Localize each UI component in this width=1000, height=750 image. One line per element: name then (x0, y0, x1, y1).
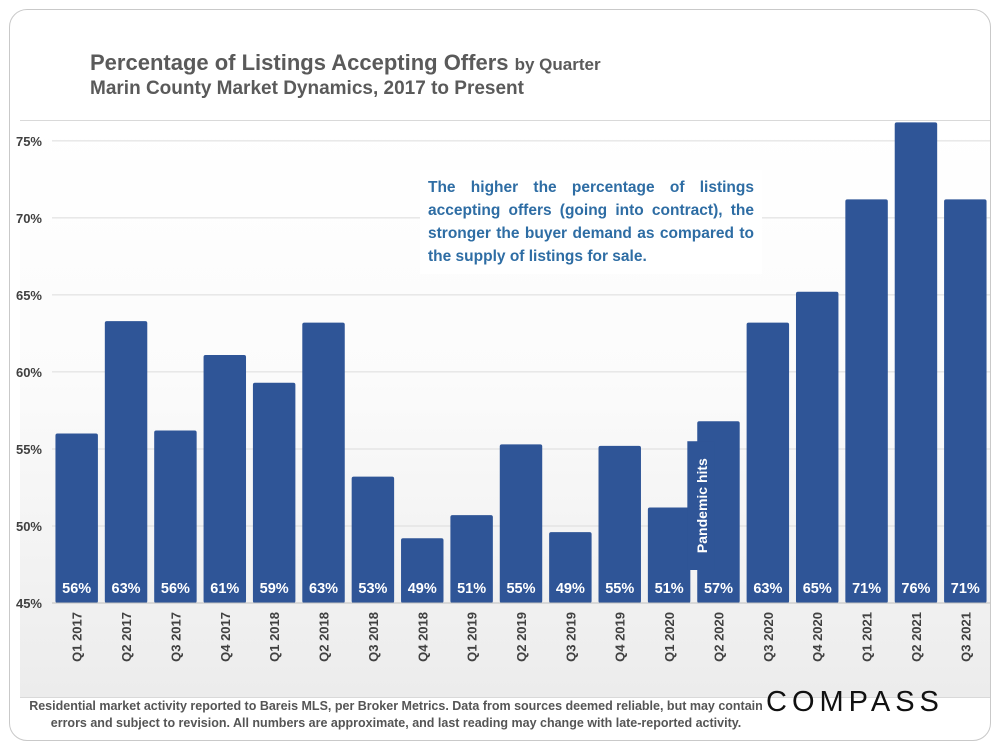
data-label: 51% (457, 581, 486, 597)
data-label: 65% (803, 581, 832, 597)
x-tick-label: Q2 2019 (514, 612, 529, 662)
chart-title-suffix: by Quarter (514, 55, 601, 74)
data-label: 53% (358, 581, 387, 597)
data-label: 56% (161, 581, 190, 597)
pandemic-label: Pandemic hits (694, 458, 710, 553)
x-tick-label: Q4 2019 (613, 612, 628, 662)
y-tick-label: 75% (16, 134, 42, 149)
bar-q4-2017 (203, 354, 247, 603)
x-tick-label: Q3 2021 (958, 612, 973, 662)
data-label: 57% (704, 581, 733, 597)
bar-q2-2018 (302, 322, 345, 603)
footnote-line-2: errors and subject to revision. All numb… (50, 716, 742, 730)
y-tick-label: 45% (16, 596, 42, 611)
x-tick-label: Q3 2019 (563, 612, 578, 662)
bar-q1-2019 (450, 515, 493, 603)
x-tick-label: Q1 2020 (662, 612, 677, 662)
bar-q3-2021 (944, 199, 987, 603)
data-label: 55% (506, 581, 535, 597)
x-tick-label: Q3 2017 (168, 612, 183, 662)
callout-box: The higher the percentage of listings ac… (420, 170, 762, 274)
pandemic-marker (687, 441, 715, 570)
data-label: 63% (112, 581, 141, 597)
x-tick-label: Q3 2018 (366, 612, 381, 662)
data-label: 71% (852, 581, 881, 597)
x-tick-label: Q2 2021 (909, 612, 924, 662)
data-label: 63% (309, 581, 338, 597)
chart-title-main: Percentage of Listings Accepting Offers (90, 50, 509, 75)
bar-q1-2018 (252, 382, 296, 603)
data-label: 51% (655, 581, 684, 597)
data-label: 61% (210, 581, 239, 597)
compass-logo: COMPASS (766, 686, 944, 718)
x-tick-label: Q1 2021 (860, 612, 875, 662)
x-tick-label: Q1 2019 (465, 612, 480, 662)
data-label: 63% (753, 581, 782, 597)
x-tick-label: Q1 2017 (70, 612, 85, 662)
data-label: 49% (408, 581, 437, 597)
y-tick-label: 50% (16, 519, 42, 534)
data-label: 59% (260, 581, 289, 597)
data-label: 55% (605, 581, 634, 597)
x-tick-label: Q4 2018 (415, 612, 430, 662)
y-tick-label: 65% (16, 288, 42, 303)
x-tick-label: Q4 2017 (218, 612, 233, 662)
footnote-line-1: Residential market activity reported to … (29, 699, 763, 713)
x-tick-label: Q2 2020 (711, 612, 726, 662)
bar-q2-2021 (894, 122, 938, 603)
bar-q4-2019 (598, 445, 641, 603)
bar-q2-2017 (104, 321, 148, 603)
bar-q4-2018 (401, 538, 444, 603)
bar-q1-2021 (845, 199, 888, 603)
y-tick-label: 55% (16, 442, 42, 457)
y-tick-label: 70% (16, 211, 42, 226)
x-tick-label: Q2 2018 (317, 612, 332, 662)
data-label: 71% (951, 581, 980, 597)
chart-title: Percentage of Listings Accepting Offers … (90, 50, 601, 78)
bar-q3-2019 (549, 532, 592, 603)
data-label: 49% (556, 581, 585, 597)
x-tick-label: Q4 2020 (810, 612, 825, 662)
data-label: 76% (901, 581, 930, 597)
bar-q1-2017 (55, 433, 98, 603)
bar-q3-2020 (746, 322, 790, 603)
bar-q4-2020 (795, 291, 839, 603)
x-tick-label: Q3 2020 (761, 612, 776, 662)
y-tick-label: 60% (16, 365, 42, 380)
chart-subtitle: Marin County Market Dynamics, 2017 to Pr… (90, 78, 524, 99)
bar-q3-2018 (351, 476, 395, 603)
x-tick-label: Q2 2017 (119, 612, 134, 662)
bar-q2-2019 (499, 444, 543, 603)
x-tick-label: Q1 2018 (267, 612, 282, 662)
data-label: 56% (62, 581, 91, 597)
bar-q3-2017 (154, 430, 197, 603)
bar-q1-2020 (647, 507, 691, 603)
footnote: Residential market activity reported to … (26, 698, 766, 732)
